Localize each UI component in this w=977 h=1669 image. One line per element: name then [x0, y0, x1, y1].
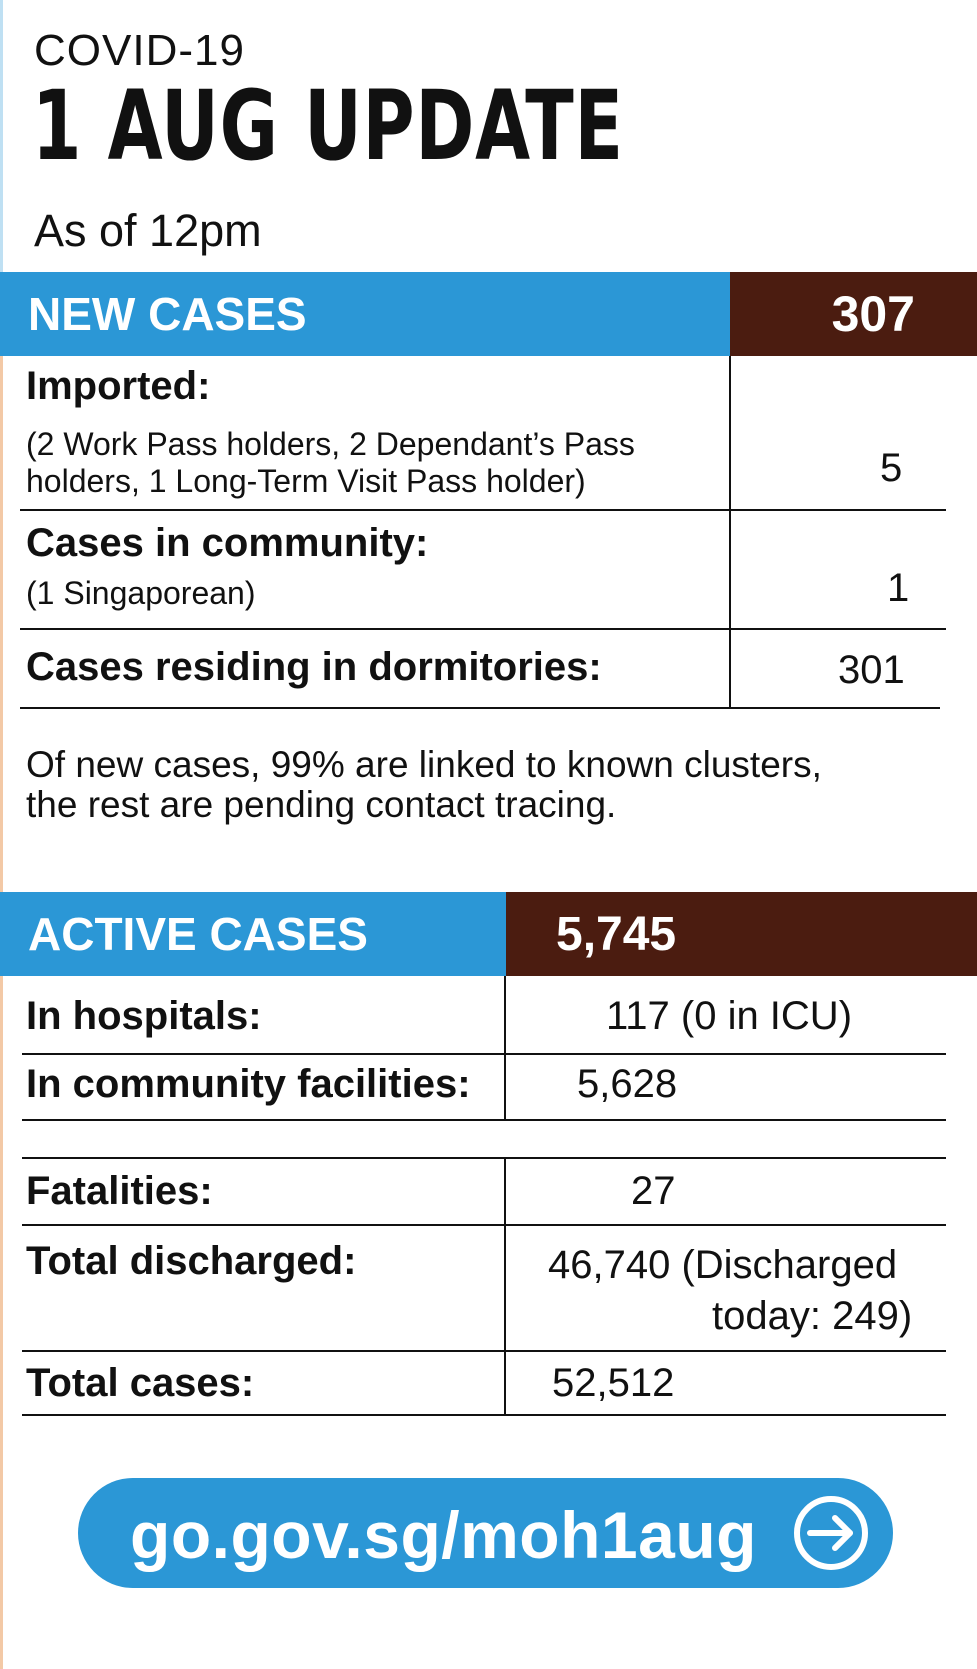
discharged-value-line2: today: 249): [712, 1294, 913, 1338]
row-separator: [22, 1157, 946, 1159]
row-separator: [22, 1350, 946, 1352]
link-button[interactable]: [78, 1478, 893, 1588]
row-separator: [22, 1053, 946, 1055]
hospitals-value: 117 (0 in ICU): [606, 994, 853, 1038]
imported-label: Imported:: [26, 364, 211, 408]
new-cases-label: NEW CASES: [28, 288, 307, 340]
fatalities-label: Fatalities:: [26, 1169, 213, 1213]
row-separator: [20, 509, 946, 511]
totals-divider: [504, 1157, 506, 1415]
arrow-right-circle-icon[interactable]: [792, 1494, 870, 1572]
fatalities-value: 27: [631, 1169, 676, 1213]
row-separator: [22, 1224, 946, 1226]
community-facilities-value: 5,628: [577, 1062, 678, 1106]
hospitals-label: In hospitals:: [26, 994, 262, 1038]
row-separator: [20, 707, 940, 709]
community-label: Cases in community:: [26, 521, 429, 565]
imported-detail-line1: (2 Work Pass holders, 2 Dependant’s Pass: [26, 426, 635, 462]
community-detail: (1 Singaporean): [26, 575, 256, 611]
discharged-value-line1: 46,740 (Discharged: [548, 1243, 898, 1287]
left-edge-strip-top: [0, 0, 3, 300]
new-cases-value: 307: [831, 286, 915, 342]
new-cases-value-box: 307: [730, 272, 977, 356]
imported-value: 5: [880, 446, 903, 490]
active-cases-value: 5,745: [556, 907, 677, 961]
community-value: 1: [887, 566, 910, 610]
active-cases-divider: [504, 976, 506, 1120]
row-separator: [22, 1119, 946, 1121]
imported-detail-line2: holders, 1 Long-Term Visit Pass holder): [26, 463, 586, 499]
left-edge-strip: [0, 0, 3, 1669]
note-line1: Of new cases, 99% are linked to known cl…: [26, 744, 822, 785]
new-cases-divider: [729, 356, 731, 708]
note-line2: the rest are pending contact tracing.: [26, 784, 617, 825]
discharged-label: Total discharged:: [26, 1239, 357, 1283]
new-cases-header: NEW CASES: [0, 272, 730, 356]
row-separator: [20, 628, 946, 630]
total-cases-label: Total cases:: [26, 1361, 255, 1405]
community-facilities-label: In community facilities:: [26, 1062, 471, 1106]
active-cases-header: ACTIVE CASES: [0, 892, 506, 976]
dormitories-label: Cases residing in dormitories:: [26, 645, 602, 689]
active-cases-value-box: 5,745: [506, 892, 977, 976]
link-text[interactable]: go.gov.sg/moh1aug: [130, 1498, 757, 1572]
dormitories-value: 301: [838, 648, 905, 692]
header-subtitle: COVID-19: [34, 26, 245, 75]
row-separator: [22, 1414, 946, 1416]
active-cases-label: ACTIVE CASES: [28, 908, 368, 960]
header-as-of: As of 12pm: [34, 205, 262, 256]
header-title: 1 AUG UPDATE: [32, 70, 624, 182]
total-cases-value: 52,512: [552, 1361, 675, 1405]
